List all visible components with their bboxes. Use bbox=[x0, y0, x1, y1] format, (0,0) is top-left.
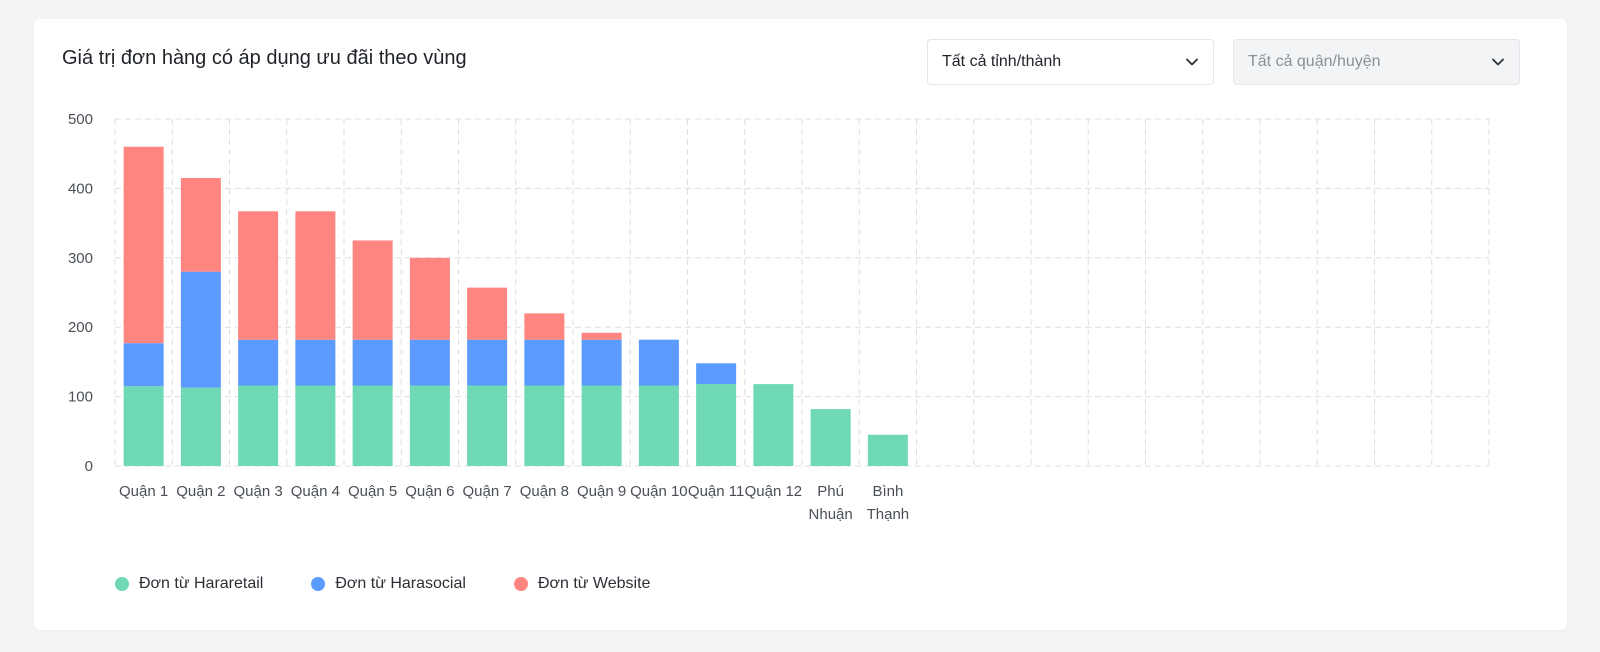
bar-segment-hararetail bbox=[352, 385, 393, 466]
bar-segment-harasocial bbox=[524, 339, 565, 386]
legend-label-website: Đơn từ Website bbox=[537, 575, 651, 592]
bar-segment-hararetail bbox=[409, 385, 450, 466]
bar-segment-hararetail bbox=[238, 385, 279, 466]
bar-segment-website bbox=[238, 211, 279, 340]
x-tick-label: Quận 9 bbox=[577, 483, 626, 500]
bar-segment-website bbox=[123, 146, 164, 344]
bar-segment-harasocial bbox=[409, 339, 450, 386]
chart-legend: Đơn từ Hararetail Đơn từ Harasocial Đơn … bbox=[115, 575, 698, 593]
legend-swatch-hararetail bbox=[115, 577, 129, 591]
bar-segment-website bbox=[581, 332, 622, 340]
legend-swatch-harasocial bbox=[311, 577, 326, 591]
bar-segment-website bbox=[467, 287, 508, 340]
legend-item-hararetail[interactable]: Đơn từ Hararetail bbox=[115, 575, 263, 593]
bar-segment-hararetail bbox=[180, 387, 221, 466]
district-select-value: Tất cả quận/huyện bbox=[1248, 53, 1381, 70]
legend-item-harasocial[interactable]: Đơn từ Harasocial bbox=[311, 575, 466, 593]
bar-segment-website bbox=[352, 240, 393, 340]
y-tick-label: 200 bbox=[68, 319, 93, 336]
legend-item-website[interactable]: Đơn từ Website bbox=[513, 575, 651, 593]
x-tick-label: Quận 8 bbox=[520, 483, 569, 500]
bar-segment-hararetail bbox=[467, 385, 508, 466]
province-select-value: Tất cả tỉnh/thành bbox=[942, 53, 1062, 70]
bar-segment-hararetail bbox=[696, 384, 737, 466]
legend-label-hararetail: Đơn từ Hararetail bbox=[139, 575, 264, 592]
x-tick-label: Bình Thạnh bbox=[867, 483, 910, 523]
bar-segment-hararetail bbox=[581, 385, 622, 466]
x-tick-label: Quận 12 bbox=[745, 483, 803, 500]
x-tick-label: Quận 2 bbox=[176, 483, 225, 500]
y-tick-label: 500 bbox=[68, 111, 93, 128]
legend-swatch-website bbox=[513, 577, 528, 591]
bar-segment-website bbox=[524, 313, 565, 340]
chart-card: Giá trị đơn hàng có áp dụng ưu đãi theo … bbox=[34, 19, 1567, 630]
y-tick-label: 400 bbox=[68, 180, 93, 197]
bar-segment-harasocial bbox=[467, 339, 508, 386]
x-tick-label: Phú Nhuận bbox=[809, 483, 853, 523]
bar-segment-harasocial bbox=[581, 339, 622, 386]
bar-segment-hararetail bbox=[295, 385, 336, 466]
province-select[interactable]: Tất cả tỉnh/thành bbox=[927, 39, 1214, 85]
bar-segment-hararetail bbox=[810, 409, 851, 466]
y-tick-label: 300 bbox=[68, 250, 93, 267]
x-tick-label: Quận 4 bbox=[291, 483, 340, 500]
y-tick-label: 100 bbox=[68, 389, 93, 406]
chevron-down-icon bbox=[1491, 55, 1505, 69]
x-tick-label: Quận 5 bbox=[348, 483, 397, 500]
bar-segment-hararetail bbox=[638, 385, 679, 466]
bar-segment-website bbox=[180, 177, 221, 272]
bar-segment-harasocial bbox=[238, 339, 279, 386]
bar-segment-harasocial bbox=[295, 339, 336, 386]
bar-segment-harasocial bbox=[180, 271, 221, 388]
chart-title: Giá trị đơn hàng có áp dụng ưu đãi theo … bbox=[62, 47, 467, 69]
x-tick-label: Quận 10 bbox=[630, 483, 688, 500]
bar-segment-harasocial bbox=[696, 363, 737, 385]
x-tick-label: Quận 11 bbox=[688, 483, 744, 500]
bar-segment-website bbox=[295, 211, 336, 340]
district-select[interactable]: Tất cả quận/huyện bbox=[1233, 39, 1520, 85]
bar-segment-website bbox=[409, 257, 450, 340]
stacked-bar-chart: 0 100 200 300 400 500 Quận 1 Quận 2 Quận 3 Quận 4… bbox=[68, 111, 1490, 523]
bar-segment-hararetail bbox=[123, 386, 164, 466]
bar-segment-harasocial bbox=[123, 343, 164, 387]
x-tick-label: Quận 3 bbox=[234, 483, 283, 500]
bar-segment-harasocial bbox=[638, 339, 679, 386]
bar-segment-hararetail bbox=[524, 385, 565, 466]
legend-label-harasocial: Đơn từ Harasocial bbox=[335, 575, 466, 592]
x-tick-label: Quận 1 bbox=[119, 483, 168, 500]
bar-segment-hararetail bbox=[867, 434, 908, 466]
y-tick-label: 0 bbox=[85, 458, 93, 475]
bar-segment-hararetail bbox=[753, 384, 794, 466]
x-tick-label: Quận 6 bbox=[405, 483, 454, 500]
x-tick-label: Quận 7 bbox=[463, 483, 512, 500]
chevron-down-icon bbox=[1185, 55, 1199, 69]
bar-segment-harasocial bbox=[352, 339, 393, 386]
